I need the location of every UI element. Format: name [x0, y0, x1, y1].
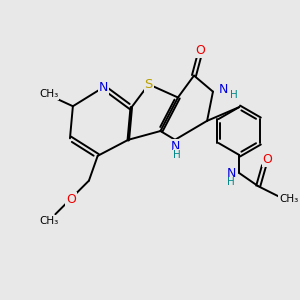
Text: N: N: [170, 140, 180, 153]
Text: CH₃: CH₃: [39, 89, 58, 99]
Text: CH₃: CH₃: [39, 216, 58, 226]
Text: N: N: [226, 167, 236, 180]
Text: N: N: [99, 81, 108, 94]
Text: H: H: [230, 90, 238, 100]
Text: H: H: [173, 150, 181, 160]
Text: O: O: [67, 193, 76, 206]
Text: H: H: [227, 177, 235, 188]
Text: O: O: [195, 44, 205, 57]
Text: S: S: [145, 78, 153, 91]
Text: O: O: [262, 153, 272, 167]
Text: CH₃: CH₃: [279, 194, 298, 204]
Text: N: N: [218, 83, 228, 96]
